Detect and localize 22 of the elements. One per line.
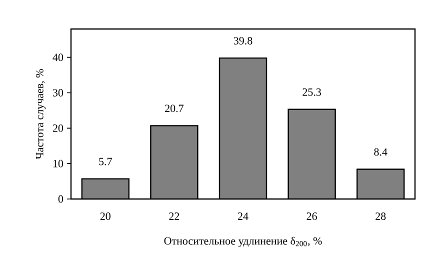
data-label: 25.3 (302, 88, 321, 96)
data-label: 8.4 (374, 148, 388, 156)
data-label: 39.8 (234, 37, 252, 45)
y-tick-label: 40 (52, 54, 64, 62)
x-axis-title: Относительное удлинение δ$_{200}$, % (164, 236, 322, 247)
bar (82, 178, 129, 199)
x-tick-label: 26 (306, 212, 317, 220)
data-label: 20.7 (165, 104, 184, 112)
bar (288, 109, 336, 199)
x-tick-label: 24 (238, 212, 248, 220)
y-tick-label: 10 (53, 160, 64, 168)
x-tick-label: 28 (376, 212, 386, 220)
x-tick-label: 20 (100, 212, 110, 220)
bar (220, 58, 266, 199)
y-tick-label: 20 (52, 124, 64, 132)
bar (356, 168, 405, 199)
y-axis-title: Частота случаев, % (36, 69, 46, 160)
y-tick-label: 0 (58, 195, 64, 203)
y-tick-label: 30 (53, 89, 64, 96)
x-tick-label: 22 (169, 212, 180, 220)
data-label: 5.7 (99, 158, 112, 166)
bar (150, 126, 198, 199)
